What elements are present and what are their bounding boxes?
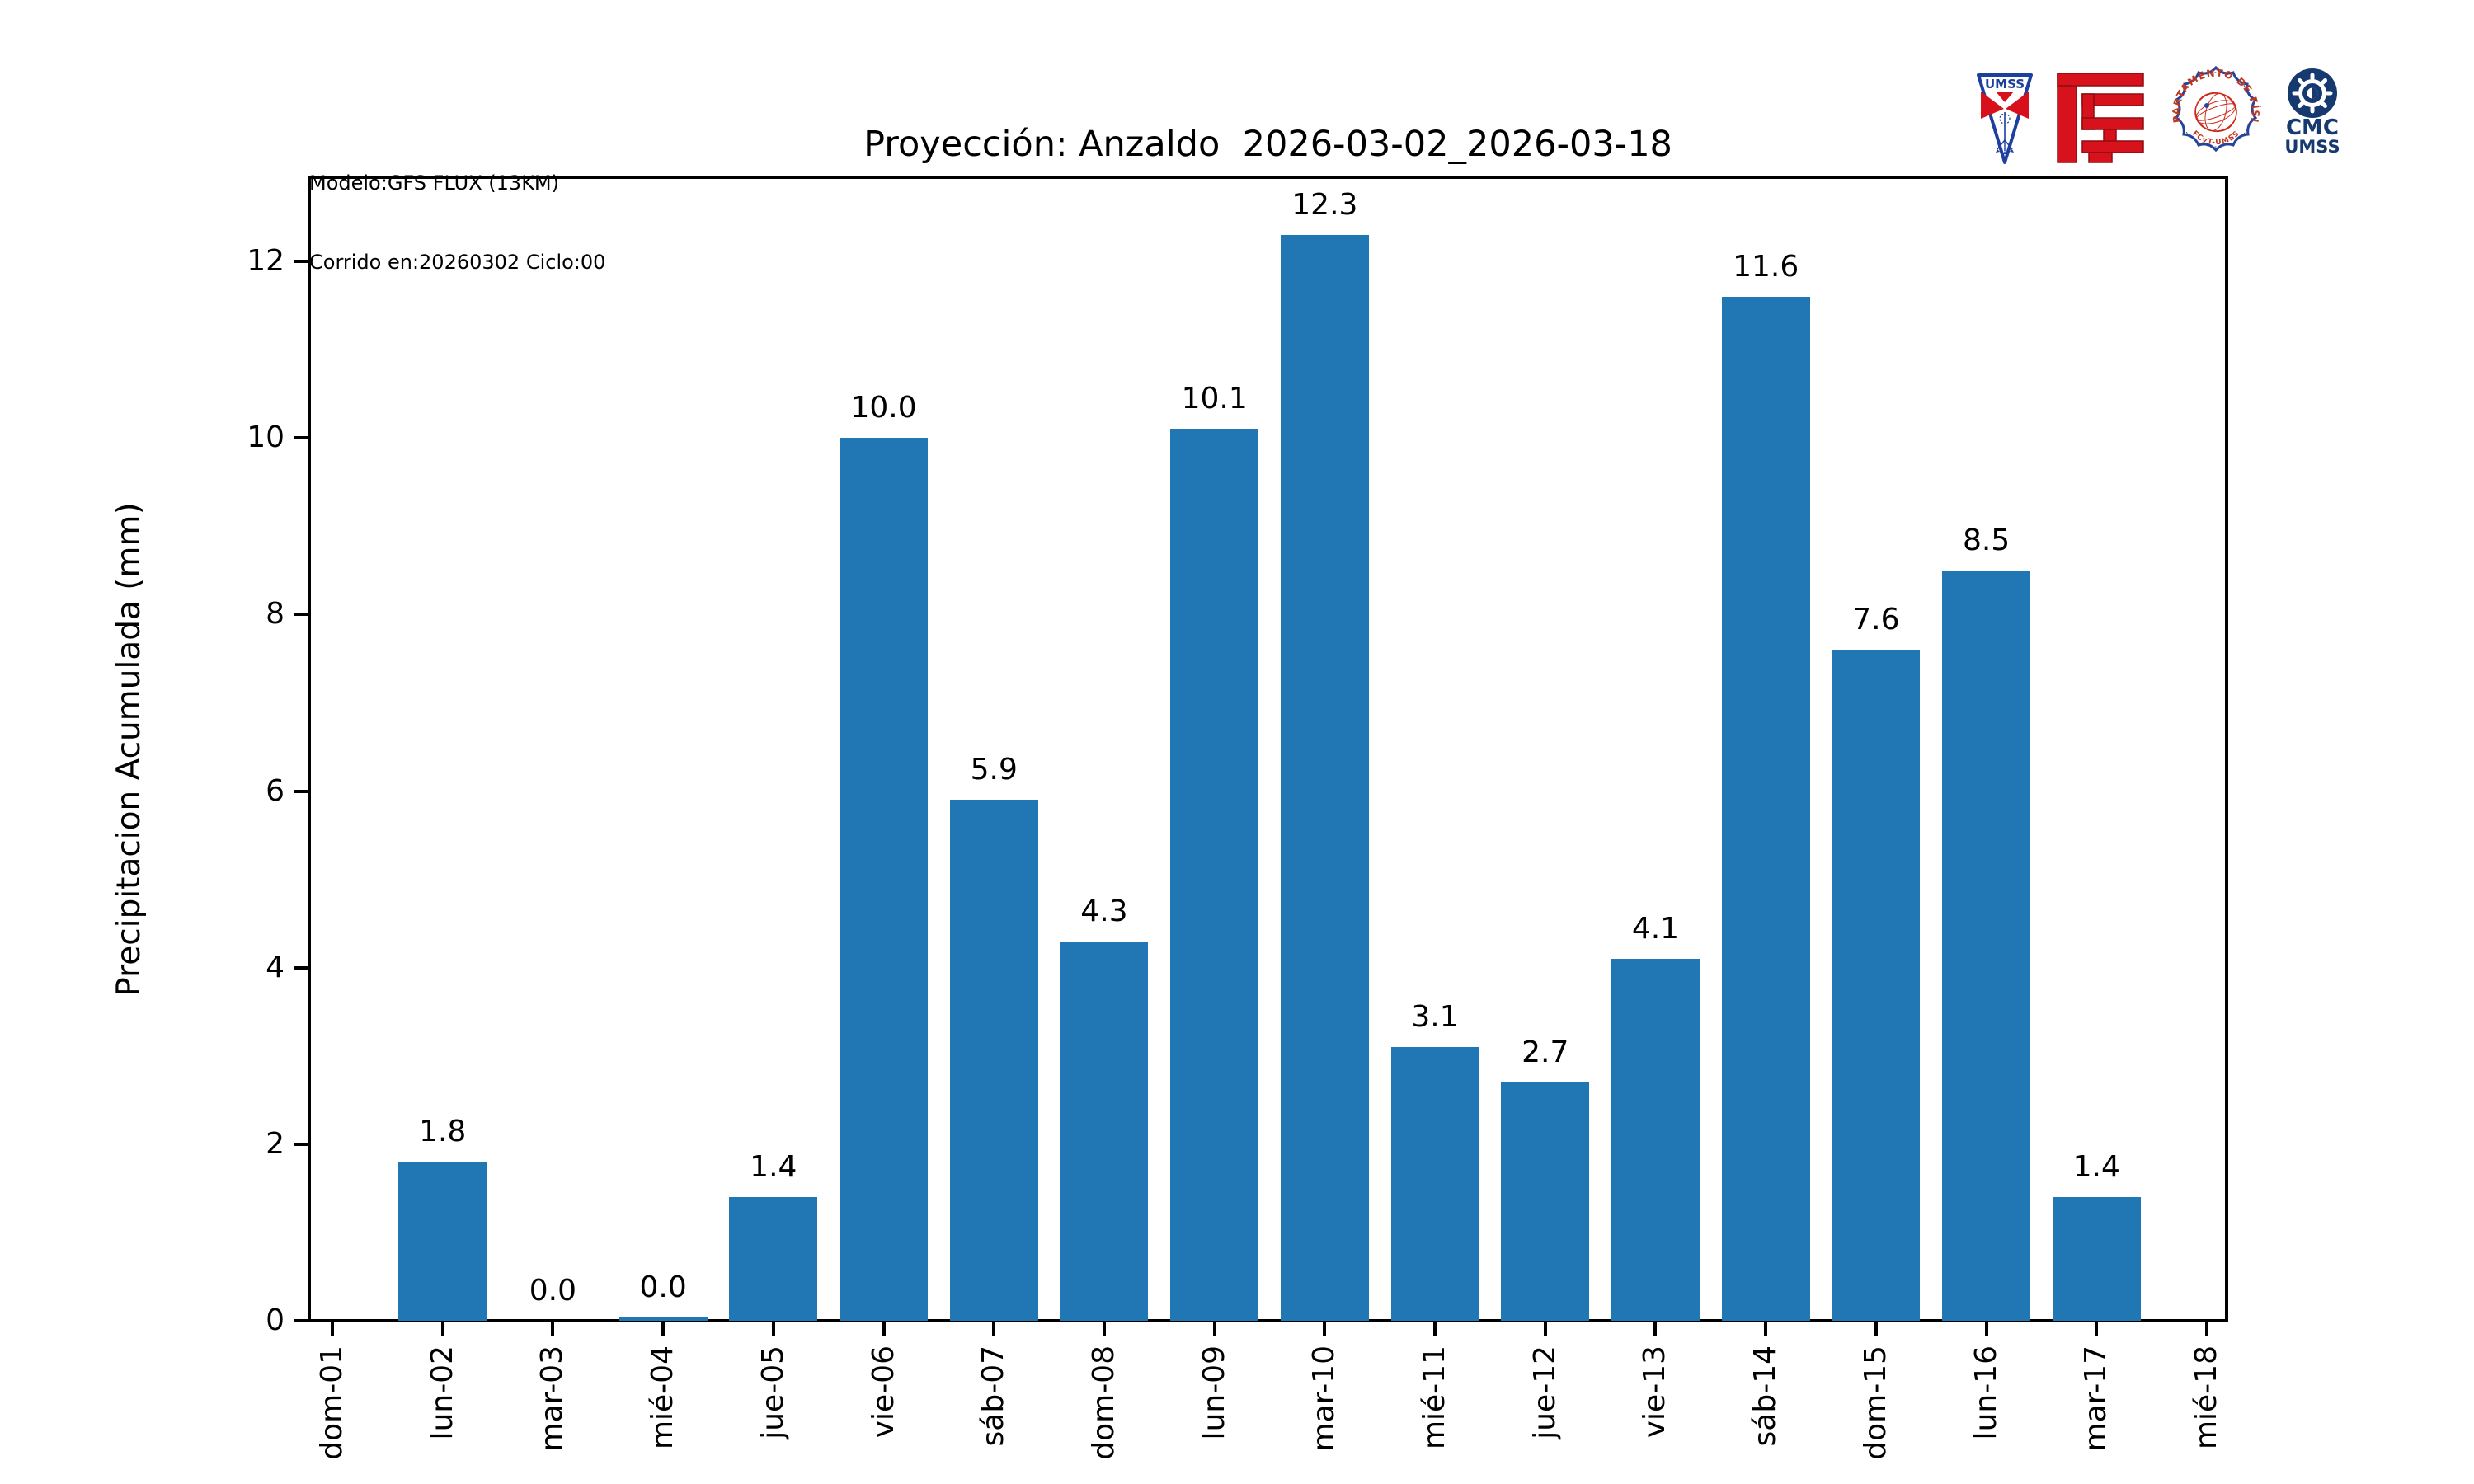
bar-lun-09 — [1170, 429, 1259, 1321]
y-tick-mark — [294, 260, 308, 263]
x-tick-mark — [1102, 1322, 1106, 1336]
cmc-logo-subtext: UMSS — [2284, 137, 2340, 157]
umss-pennant-logo: UMSS — [1977, 73, 2033, 164]
bar-value-label: 4.1 — [1631, 911, 1680, 946]
x-tick-mark — [992, 1322, 996, 1336]
x-tick-mark — [1543, 1322, 1547, 1336]
cmc-logo-text: CMC — [2286, 115, 2339, 140]
bar-value-label: 12.3 — [1291, 187, 1358, 222]
y-tick-label: 12 — [247, 244, 285, 278]
bar-lun-02 — [398, 1162, 487, 1321]
bar-value-label: 11.6 — [1733, 249, 1799, 284]
bar-value-label: 5.9 — [970, 753, 1018, 787]
bar-mar-17 — [2052, 1197, 2141, 1321]
model-info-line1: Modelo:GFS FLUX (13KM) — [309, 171, 559, 195]
y-tick-label: 10 — [247, 420, 285, 455]
umss-pennant-text: UMSS — [1985, 77, 2025, 92]
x-tick-label: jue-12 — [1527, 1345, 1562, 1439]
bar-value-label: 1.8 — [419, 1115, 467, 1149]
x-tick-label: mar-17 — [2079, 1345, 2114, 1452]
plot-area — [308, 176, 2228, 1322]
y-tick-label: 4 — [266, 950, 285, 984]
bar-vie-06 — [840, 438, 929, 1321]
x-tick-mark — [551, 1322, 555, 1336]
y-tick-mark — [294, 613, 308, 617]
bar-jue-05 — [729, 1197, 818, 1321]
x-tick-label: lun-09 — [1197, 1345, 1231, 1440]
bar-mar-10 — [1280, 234, 1369, 1321]
x-tick-label: dom-15 — [1858, 1345, 1893, 1460]
x-tick-mark — [882, 1322, 886, 1336]
chart-title: Proyección: Anzaldo 2026-03-02_2026-03-1… — [863, 124, 1672, 165]
model-info: Modelo:GFS FLUX (13KM) Corrido en:202603… — [309, 117, 605, 328]
x-tick-mark — [440, 1322, 444, 1336]
x-tick-mark — [2205, 1322, 2208, 1336]
bar-vie-13 — [1611, 958, 1700, 1321]
x-tick-label: dom-08 — [1086, 1345, 1121, 1460]
x-tick-mark — [771, 1322, 775, 1336]
x-tick-label: mié-04 — [646, 1345, 680, 1450]
y-tick-label: 8 — [266, 597, 285, 632]
x-tick-mark — [1323, 1322, 1327, 1336]
x-tick-mark — [331, 1322, 334, 1336]
bar-value-label: 4.3 — [1080, 894, 1128, 928]
y-tick-mark — [294, 789, 308, 793]
y-tick-mark — [294, 436, 308, 440]
fcyt-maze-logo — [2057, 73, 2144, 163]
x-tick-label: lun-16 — [1968, 1345, 2003, 1440]
model-info-line2: Corrido en:20260302 Ciclo:00 — [309, 251, 606, 274]
x-tick-mark — [1874, 1322, 1878, 1336]
bar-sáb-14 — [1721, 296, 1810, 1321]
bar-value-label: 7.6 — [1852, 603, 1900, 637]
y-axis-label: Precipitacion Acumulada (mm) — [111, 502, 148, 997]
x-tick-mark — [1764, 1322, 1768, 1336]
bar-value-label: 0.0 — [639, 1270, 687, 1304]
bar-value-label: 0.0 — [529, 1274, 577, 1308]
x-tick-mark — [661, 1322, 666, 1336]
x-tick-label: dom-01 — [315, 1345, 349, 1460]
y-tick-mark — [294, 1142, 308, 1146]
x-tick-mark — [1212, 1322, 1216, 1336]
x-tick-mark — [1984, 1322, 1988, 1336]
x-tick-label: jue-05 — [755, 1345, 790, 1439]
x-tick-label: sáb-14 — [1748, 1345, 1783, 1447]
fisica-department-badge-logo: DEPARTAMENTO DE FÍSICA FCyT-UMSS — [2167, 64, 2261, 153]
bar-lun-16 — [1942, 570, 2031, 1321]
bar-value-label: 8.5 — [1962, 523, 2011, 557]
bar-value-label: 3.1 — [1411, 1000, 1459, 1035]
x-tick-label: vie-13 — [1638, 1345, 1672, 1439]
bar-mié-04 — [618, 1317, 708, 1321]
bar-dom-08 — [1060, 941, 1149, 1321]
bar-mié-11 — [1390, 1047, 1479, 1321]
x-tick-mark — [2095, 1322, 2099, 1336]
x-tick-label: mar-03 — [535, 1345, 570, 1452]
x-tick-label: mié-18 — [2189, 1345, 2223, 1450]
x-tick-mark — [1653, 1322, 1658, 1336]
x-tick-label: mié-11 — [1418, 1345, 1452, 1450]
bar-jue-12 — [1501, 1082, 1590, 1321]
bar-value-label: 2.7 — [1522, 1035, 1569, 1069]
bar-value-label: 1.4 — [2072, 1150, 2120, 1185]
x-tick-label: sáb-07 — [976, 1345, 1011, 1447]
x-tick-label: vie-06 — [866, 1345, 901, 1439]
bar-value-label: 1.4 — [750, 1150, 797, 1185]
x-tick-mark — [1433, 1322, 1437, 1336]
y-tick-mark — [294, 1319, 308, 1322]
x-tick-label: lun-02 — [425, 1345, 459, 1440]
y-tick-label: 0 — [266, 1303, 285, 1337]
y-tick-mark — [294, 965, 308, 970]
x-tick-label: mar-10 — [1307, 1345, 1342, 1452]
bar-value-label: 10.1 — [1181, 382, 1248, 416]
y-tick-label: 2 — [266, 1126, 285, 1161]
y-tick-label: 6 — [266, 773, 285, 808]
bar-dom-15 — [1832, 650, 1921, 1321]
bar-sáb-07 — [949, 800, 1038, 1321]
cmc-umss-logo: CMC UMSS — [2284, 68, 2340, 157]
bar-value-label: 10.0 — [850, 391, 917, 425]
